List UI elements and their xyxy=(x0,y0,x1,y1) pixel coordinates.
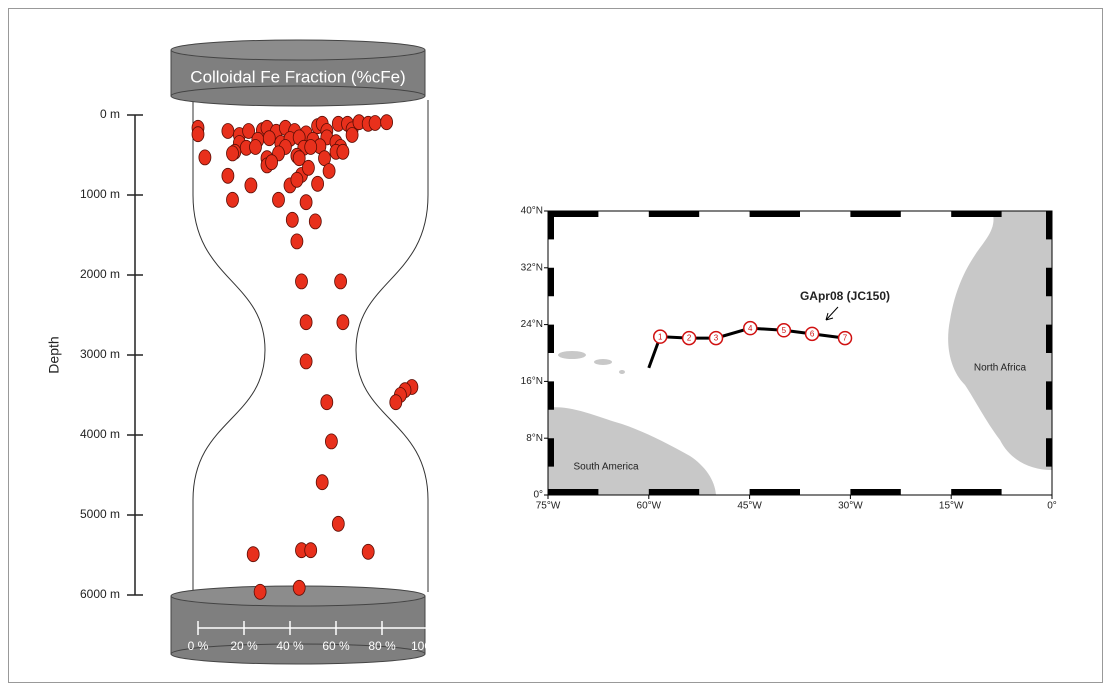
chart-title: Colloidal Fe Fraction (%cFe) xyxy=(190,67,405,86)
y-axis-label: Depth xyxy=(46,336,62,373)
y-tick-label: 0° xyxy=(533,490,543,501)
point xyxy=(305,543,317,558)
point xyxy=(335,274,347,289)
x-tick-label: 15°W xyxy=(939,501,964,512)
point xyxy=(300,315,312,330)
station-label: 7 xyxy=(843,334,848,343)
point xyxy=(245,178,257,193)
point xyxy=(321,395,333,410)
point xyxy=(316,475,328,490)
point xyxy=(312,176,324,191)
y-tick-label: 6000 m xyxy=(80,587,120,601)
point xyxy=(337,315,349,330)
point xyxy=(222,124,234,139)
point xyxy=(362,544,374,559)
x-tick-label: 80 % xyxy=(368,639,396,653)
x-tick-label: 45°W xyxy=(737,501,762,512)
point xyxy=(293,580,305,595)
y-tick-label: 5000 m xyxy=(80,507,120,521)
point xyxy=(273,192,285,207)
x-tick-label: 0° xyxy=(1047,501,1057,512)
y-tick-label: 16°N xyxy=(521,376,543,387)
point xyxy=(346,128,358,143)
figure: Colloidal Fe Fraction (%cFe) Depth North… xyxy=(0,0,1104,684)
station-label: 5 xyxy=(782,326,787,335)
y-tick-label: 2000 m xyxy=(80,267,120,281)
point xyxy=(337,144,349,159)
point xyxy=(192,127,204,142)
y-tick-label: 8°N xyxy=(526,433,543,444)
station-label: 3 xyxy=(714,334,719,343)
y-tick-label: 3000 m xyxy=(80,347,120,361)
point xyxy=(300,354,312,369)
point xyxy=(227,192,239,207)
station-label: 6 xyxy=(810,329,815,338)
point xyxy=(309,214,321,229)
point xyxy=(286,212,298,227)
x-tick-label: 0 % xyxy=(188,639,209,653)
point xyxy=(302,160,314,175)
x-tick-label: 100 % xyxy=(411,639,445,653)
point xyxy=(199,150,211,165)
y-tick-label: 4000 m xyxy=(80,427,120,441)
point xyxy=(222,168,234,183)
point xyxy=(263,131,275,146)
point xyxy=(369,116,381,131)
point xyxy=(325,434,337,449)
annotation: GApr08 (JC150) xyxy=(800,289,890,303)
point xyxy=(323,164,335,179)
x-tick-label: 30°W xyxy=(838,501,863,512)
point xyxy=(332,516,344,531)
land xyxy=(548,211,1052,495)
annotation-arrow xyxy=(826,307,838,320)
region-label: South America xyxy=(573,462,638,473)
frame xyxy=(9,9,1103,683)
point xyxy=(247,547,259,562)
station-label: 2 xyxy=(687,334,692,343)
point xyxy=(305,140,317,155)
x-tick-label: 75°W xyxy=(536,501,561,512)
point xyxy=(296,274,308,289)
y-tick-label: 0 m xyxy=(100,107,120,121)
point xyxy=(266,155,278,170)
x-tick-label: 60 % xyxy=(322,639,350,653)
x-tick-label: 60°W xyxy=(637,501,662,512)
station-label: 1 xyxy=(658,332,663,341)
point xyxy=(291,234,303,249)
point xyxy=(227,146,239,161)
point xyxy=(254,584,266,599)
x-tick-label: 40 % xyxy=(276,639,304,653)
y-tick-label: 1000 m xyxy=(80,187,120,201)
region-label: North Africa xyxy=(974,363,1027,374)
point xyxy=(250,140,262,155)
y-tick-label: 40°N xyxy=(521,206,543,217)
point xyxy=(390,395,402,410)
y-tick-label: 32°N xyxy=(521,262,543,273)
y-tick-label: 24°N xyxy=(521,319,543,330)
point xyxy=(291,172,303,187)
station-label: 4 xyxy=(748,324,753,333)
point xyxy=(300,195,312,210)
x-tick-label: 20 % xyxy=(230,639,258,653)
point xyxy=(381,115,393,130)
